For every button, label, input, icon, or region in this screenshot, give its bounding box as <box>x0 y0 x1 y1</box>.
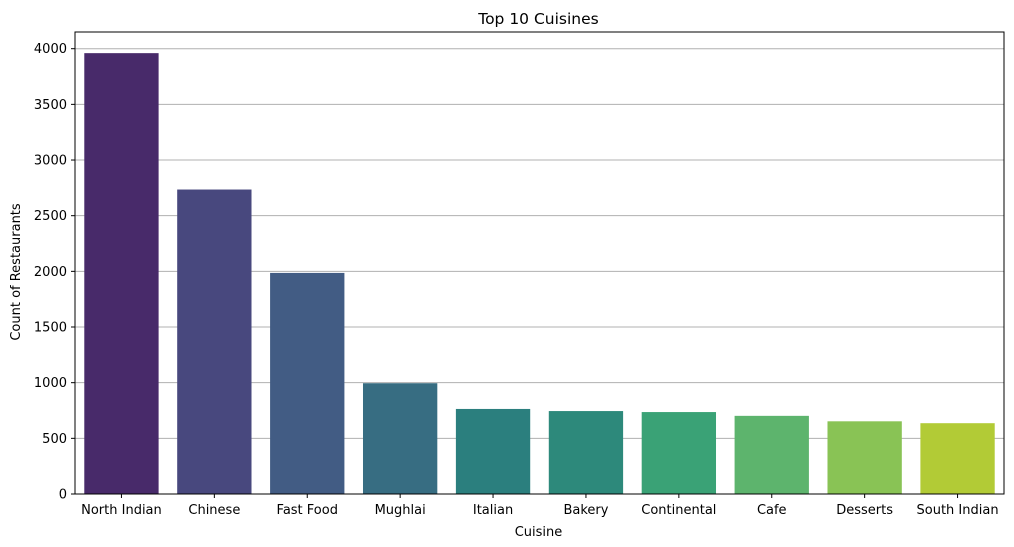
x-tick-label: Bakery <box>563 503 608 518</box>
bar-chinese <box>177 189 252 494</box>
bar-continental <box>641 412 717 494</box>
bar-cafe <box>734 415 809 494</box>
bar-north-indian <box>84 53 159 495</box>
y-tick-label: 2500 <box>34 209 67 224</box>
x-tick-label: South Indian <box>917 503 999 518</box>
bars <box>84 53 995 495</box>
x-tick-label: North Indian <box>81 503 162 518</box>
y-tick-label: 2000 <box>34 265 67 280</box>
y-tick-label: 0 <box>59 488 67 503</box>
y-axis-title: Count of Restaurants <box>9 203 24 341</box>
x-axis-title: Cuisine <box>515 525 563 540</box>
y-tick-label: 3500 <box>34 98 67 113</box>
y-tick-label: 500 <box>42 432 67 447</box>
x-tick-label: Desserts <box>836 503 893 518</box>
y-tick-label: 4000 <box>34 42 67 57</box>
y-tick-labels: 0 500 1000 1500 2000 2500 3000 3500 4000 <box>34 42 75 503</box>
y-tick-label: 1500 <box>34 321 67 336</box>
chart-title: Top 10 Cuisines <box>477 10 599 28</box>
y-tick-label: 3000 <box>34 154 67 169</box>
bar-bakery <box>548 411 624 494</box>
x-tick-label: Mughlai <box>375 503 426 518</box>
bar-italian <box>455 408 531 494</box>
bar-fast-food <box>270 272 345 494</box>
x-tick-label: Continental <box>641 503 716 518</box>
plot-frame <box>74 31 1005 495</box>
x-tick-labels: North Indian Chinese Fast Food Mughlai Itali… <box>81 494 999 518</box>
x-tick-label: Cafe <box>757 503 787 518</box>
bar-mughlai <box>362 383 438 494</box>
x-tick-label: Italian <box>473 503 513 518</box>
axes <box>74 31 1005 495</box>
bar-south-indian <box>920 423 995 494</box>
y-tick-label: 1000 <box>34 376 67 391</box>
x-tick-label: Chinese <box>188 503 240 518</box>
bar-desserts <box>827 421 902 494</box>
x-tick-label: Fast Food <box>277 503 338 518</box>
